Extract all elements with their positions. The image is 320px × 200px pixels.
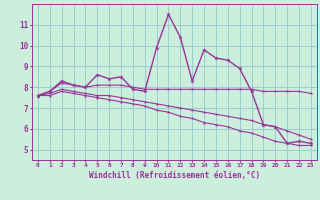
X-axis label: Windchill (Refroidissement éolien,°C): Windchill (Refroidissement éolien,°C) — [89, 171, 260, 180]
